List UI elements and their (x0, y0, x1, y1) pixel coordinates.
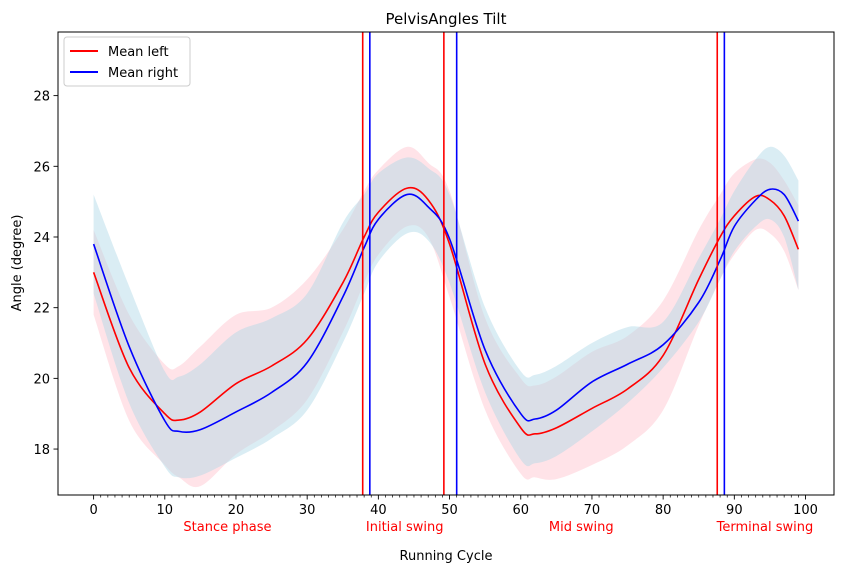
legend-box (63, 36, 191, 87)
x-tick-label: 30 (299, 503, 316, 518)
y-tick-label: 24 (33, 231, 50, 246)
y-tick-label: 26 (33, 160, 50, 175)
x-axis-label: Running Cycle (400, 549, 493, 564)
y-tick-label: 18 (33, 443, 50, 458)
legend: Mean left Mean right (63, 36, 191, 87)
x-tick-label: 60 (512, 503, 529, 518)
y-axis: 18 20 22 24 26 28 (33, 90, 58, 458)
x-tick-label: 80 (655, 503, 672, 518)
confidence-bands (93, 146, 799, 488)
x-tick-label: 0 (89, 503, 97, 518)
x-tick-label: 90 (726, 503, 743, 518)
x-tick-label: 100 (793, 503, 818, 518)
phase-label: Stance phase (183, 520, 271, 535)
y-tick-label: 28 (33, 90, 50, 105)
x-tick-label: 20 (228, 503, 245, 518)
phase-boundary-lines (361, 32, 726, 495)
phase-label: Mid swing (549, 520, 614, 535)
phase-label: Initial swing (366, 520, 444, 535)
x-tick-label: 40 (370, 503, 387, 518)
band-mean-left (93, 146, 799, 488)
legend-label-mean-left: Mean left (108, 45, 169, 60)
band-mean-right (93, 146, 799, 479)
x-axis: 0 10 20 30 40 50 60 70 80 90 100 (89, 495, 818, 518)
phase-label: Terminal swing (716, 520, 814, 535)
x-tick-label: 70 (584, 503, 601, 518)
legend-label-mean-right: Mean right (108, 66, 178, 81)
y-axis-label: Angle (degree) (10, 215, 25, 312)
x-tick-label: 50 (441, 503, 458, 518)
phase-labels: Stance phase Initial swing Mid swing Termin… (183, 520, 813, 535)
y-tick-label: 20 (33, 372, 50, 387)
chart-title: PelvisAngles Tilt (386, 10, 507, 28)
x-tick-label: 10 (157, 503, 174, 518)
plot-frame (57, 31, 835, 496)
y-tick-label: 22 (33, 302, 50, 317)
